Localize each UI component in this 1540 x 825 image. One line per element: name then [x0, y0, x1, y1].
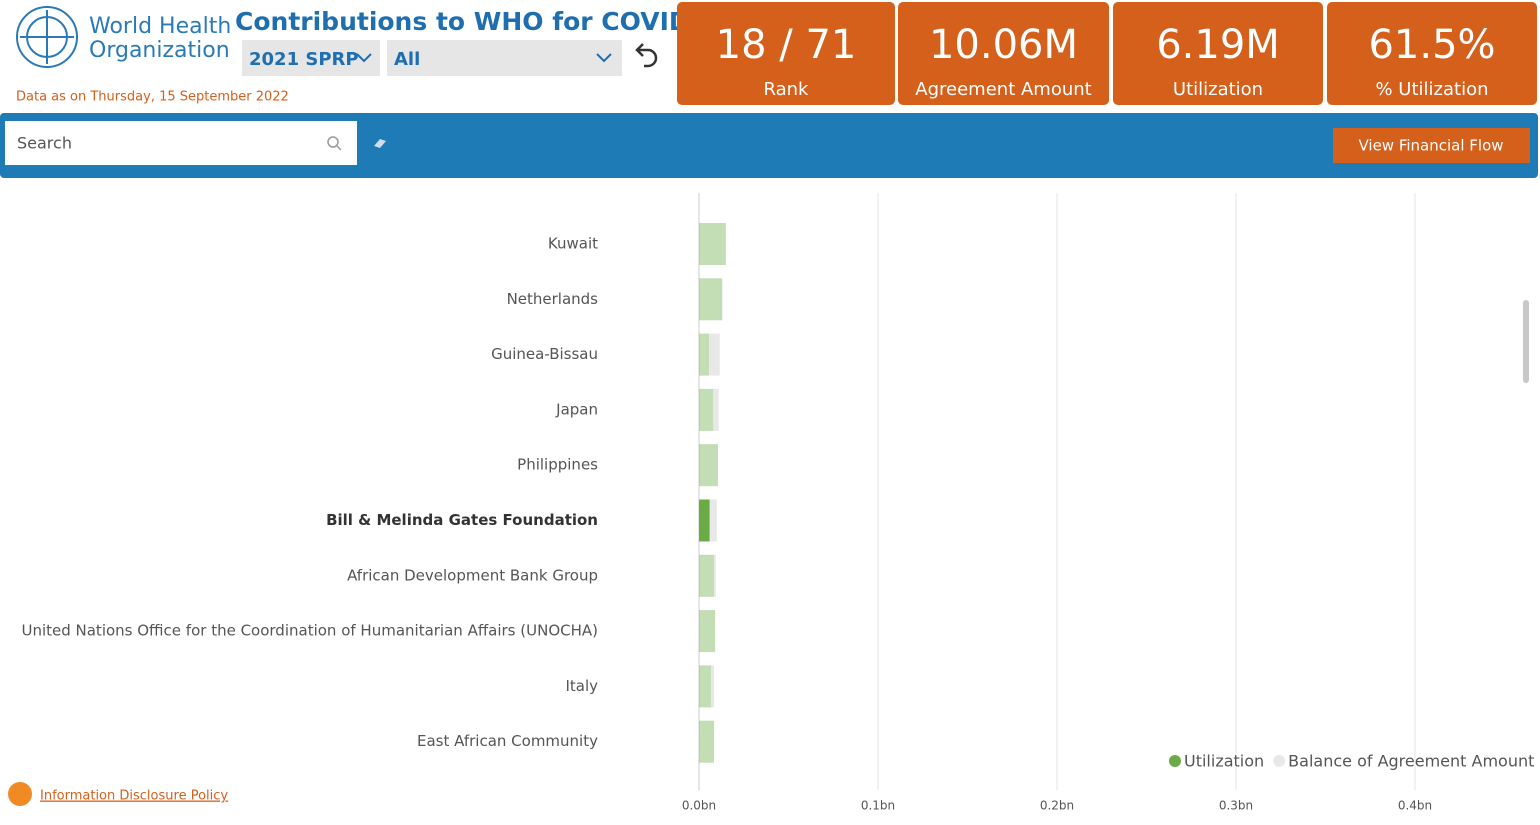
undo-icon[interactable] [635, 43, 658, 68]
footer-link[interactable]: Information Disclosure Policy [40, 789, 228, 804]
dropdown[interactable] [387, 40, 622, 76]
x-tick-label: 0.0bn [682, 799, 716, 813]
button[interactable] [1333, 128, 1530, 163]
y-tick-label: Philippines [517, 456, 598, 474]
kpi-label: Utilization [1173, 79, 1263, 100]
dropdown[interactable] [242, 40, 380, 76]
kpi-label: % Utilization [1375, 79, 1488, 100]
kpi-card [1113, 2, 1323, 105]
kpi-label: Rank [764, 79, 810, 100]
date-note: Data as on Thursday, 15 September 2022 [16, 90, 289, 105]
chevron [356, 53, 372, 63]
kpi-label: Agreement Amount [915, 79, 1091, 100]
toolbar [0, 113, 1538, 178]
kpi-value: 10.06M [929, 22, 1078, 68]
legend-swatch [1169, 755, 1181, 767]
legend-label: Balance of Agreement Amount [1288, 752, 1534, 771]
bar-segment[interactable] [713, 388, 719, 431]
bar-segment[interactable] [699, 278, 723, 321]
legend-label: Utilization [1184, 752, 1264, 771]
y-tick-label: East African Community [417, 732, 598, 750]
chart: 0.0bn 0.1bn 0.2bn 0.3bn 0.4bn Kuwait Netherlan… [21, 193, 1534, 813]
kpi-group: 18 / 71 Rank 10.06M Agreement Amount 6.19M Ut… [677, 2, 1537, 105]
bar-segment[interactable] [710, 665, 715, 708]
y-tick-label: Bill & Melinda Gates Foundation [326, 511, 598, 529]
bar-segment[interactable] [709, 499, 717, 542]
scrollbar[interactable] [1523, 300, 1529, 383]
y-tick-label: Guinea-Bissau [491, 345, 598, 363]
bar-segment[interactable] [699, 665, 711, 708]
logo [16, 6, 78, 68]
logo-text: Organization [89, 38, 230, 63]
search-placeholder: Search [17, 134, 72, 153]
bar-segment[interactable] [709, 333, 720, 376]
x-tick-label: 0.2bn [1040, 799, 1074, 813]
bar-segment[interactable] [699, 720, 715, 763]
y-tick-label: Italy [565, 677, 598, 695]
kpi-card [898, 2, 1109, 105]
kpi-card [677, 2, 895, 105]
x-tick-label: 0.3bn [1219, 799, 1253, 813]
kpi-value: 6.19M [1156, 22, 1280, 68]
search-icon [336, 145, 342, 151]
legend-swatch [1273, 755, 1286, 767]
bar-segment[interactable] [699, 388, 714, 431]
eraser-icon[interactable] [374, 139, 386, 148]
bar-segment[interactable] [699, 554, 715, 597]
search-box[interactable] [5, 121, 357, 165]
logo-text: World Health [89, 14, 231, 39]
bar-segment[interactable] [699, 444, 718, 487]
bar-segment[interactable] [699, 610, 716, 653]
kpi-card [1327, 2, 1537, 105]
y-tick-label: African Development Bank Group [347, 566, 598, 584]
dropdown-value: 2021 SPRP [249, 49, 359, 70]
dropdown-value: All [394, 49, 420, 70]
info-icon [8, 782, 32, 806]
x-tick-label: 0.4bn [1398, 799, 1432, 813]
y-tick-label: Kuwait [548, 235, 598, 253]
button-label: View Financial Flow [1358, 137, 1503, 155]
bar-segment[interactable] [699, 499, 710, 542]
x-tick-label: 0.1bn [861, 799, 895, 813]
bar-segment[interactable] [714, 554, 716, 597]
bar-segment[interactable] [699, 333, 710, 376]
bar-segment[interactable] [699, 223, 726, 265]
chevron [596, 53, 612, 63]
title: Contributions to WHO for COVID [235, 7, 690, 36]
y-tick-label: United Nations Office for the Coordinati… [21, 622, 598, 640]
search-icon [327, 136, 339, 148]
y-tick-label: Japan [555, 400, 598, 418]
kpi-value: 61.5% [1368, 22, 1495, 68]
y-tick-label: Netherlands [507, 290, 599, 308]
kpi-value: 18 / 71 [716, 22, 857, 68]
